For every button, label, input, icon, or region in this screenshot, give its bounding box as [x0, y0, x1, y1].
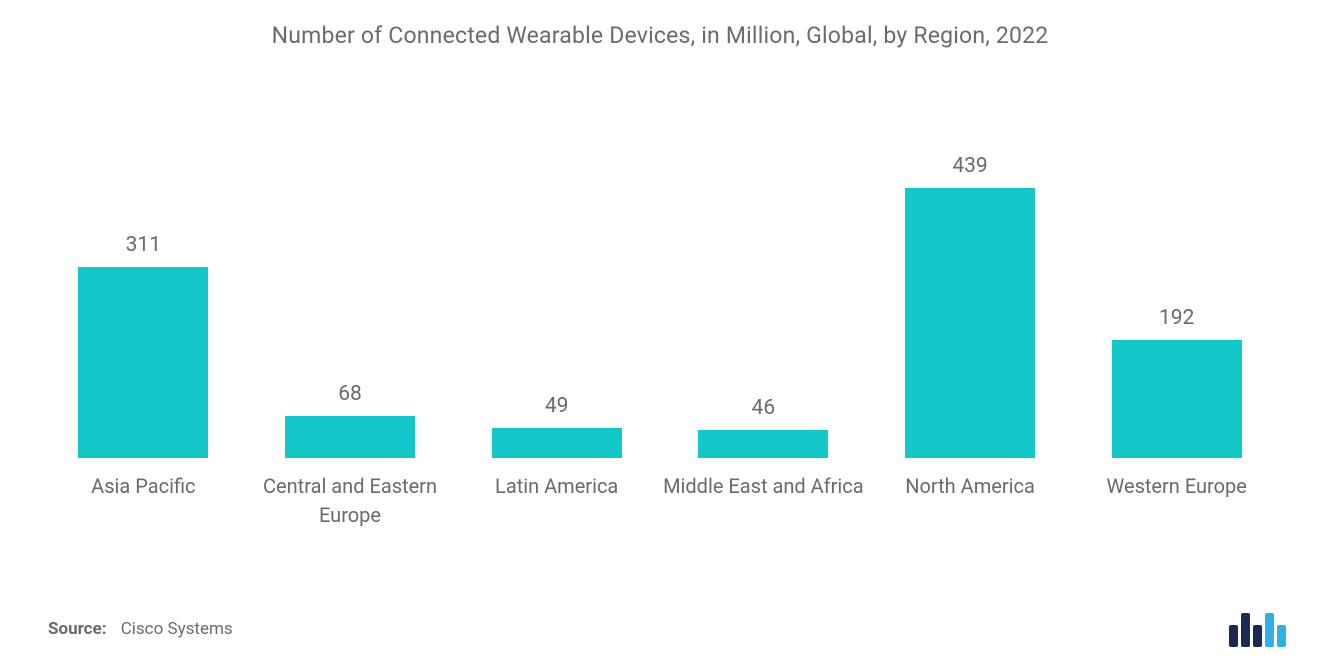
bar-label: Asia Pacific — [91, 472, 195, 530]
bar-label: Middle East and Africa — [663, 472, 864, 530]
source-label: Source: — [48, 619, 106, 639]
bar-group: 49 Latin America — [453, 130, 660, 530]
bar-label: Latin America — [495, 472, 618, 530]
bar — [285, 416, 415, 458]
brand-logo-icon — [1228, 607, 1290, 647]
bar-value: 192 — [1159, 306, 1194, 330]
bar-value: 46 — [752, 396, 776, 420]
chart-area: 311 Asia Pacific 68 Central and Eastern Eur… — [40, 130, 1280, 530]
bar-value: 439 — [952, 154, 987, 178]
bar-value: 311 — [126, 233, 161, 257]
bar-group: 439 North America — [867, 130, 1074, 530]
bar-group: 311 Asia Pacific — [40, 130, 247, 530]
chart-title: Number of Connected Wearable Devices, in… — [0, 0, 1320, 49]
bar — [492, 428, 622, 458]
bar — [1112, 340, 1242, 458]
bar-label: Western Europe — [1107, 472, 1247, 530]
bar-value: 68 — [338, 382, 362, 406]
source-text: Cisco Systems — [121, 619, 233, 639]
bar-value: 49 — [545, 394, 569, 418]
bar-group: 46 Middle East and Africa — [660, 130, 867, 530]
bar-group: 68 Central and Eastern Europe — [247, 130, 454, 530]
bar — [905, 188, 1035, 458]
bar-label: North America — [905, 472, 1035, 530]
bar-label: Central and Eastern Europe — [247, 472, 454, 530]
bar — [698, 430, 828, 458]
bar — [78, 267, 208, 458]
source-row: Source: Cisco Systems — [48, 619, 233, 639]
bar-group: 192 Western Europe — [1073, 130, 1280, 530]
